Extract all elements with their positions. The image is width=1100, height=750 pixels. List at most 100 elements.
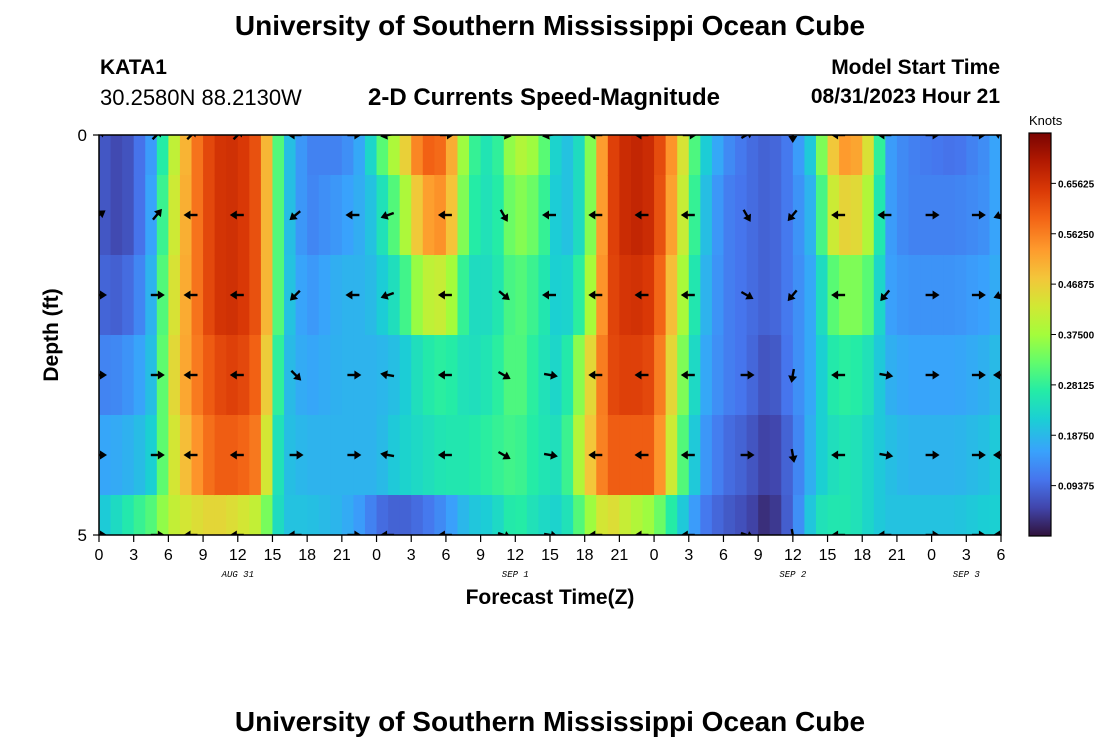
heatmap-cell (688, 255, 701, 336)
current-arrow (993, 530, 1001, 535)
heatmap-cell (781, 255, 794, 336)
heatmap-cell (538, 135, 551, 176)
heatmap-cell (122, 135, 135, 176)
heatmap-cell (931, 135, 944, 176)
heatmap-cell (758, 135, 771, 176)
heatmap-cell (920, 495, 933, 535)
heatmap-cell (746, 255, 759, 336)
heatmap-cell (665, 175, 678, 256)
heatmap-cell (873, 415, 886, 496)
current-arrow (498, 290, 510, 301)
current-arrow (229, 210, 244, 220)
current-arrow (380, 530, 395, 535)
heatmap-cell (364, 175, 378, 256)
current-arrow (437, 530, 452, 535)
x-tick-label: 18 (576, 547, 594, 564)
heatmap-cell (214, 495, 227, 535)
heatmap-cell (214, 135, 227, 176)
heatmap-cell (839, 335, 852, 416)
current-arrow (680, 290, 695, 300)
heatmap-cell (260, 335, 274, 416)
heatmap-cell (445, 495, 459, 535)
heatmap-cell (896, 415, 910, 496)
current-arrow (99, 370, 107, 380)
heatmap-cell (492, 335, 505, 416)
heatmap-cell (873, 135, 886, 176)
heatmap-cell (550, 175, 563, 256)
current-arrow (150, 450, 165, 460)
current-arrow (345, 290, 360, 300)
heatmap-cell (735, 495, 748, 535)
heatmap-cell (550, 255, 563, 336)
colorbar: 0.09375 0.18750 0.28125 0.37500 0.46875 0.562… (1028, 132, 1095, 537)
current-arrow (347, 135, 362, 140)
colorbar-tick-label: 0.65625 (1058, 179, 1095, 190)
heatmap-cell (700, 335, 713, 416)
current-arrow (345, 210, 360, 220)
current-arrow (790, 528, 795, 535)
heatmap-cell (422, 415, 435, 496)
heatmap-cell (665, 335, 678, 416)
heatmap-cell (573, 135, 586, 176)
heatmap-cell (804, 415, 817, 496)
heatmap-cell (573, 415, 586, 496)
heatmap-cell (260, 135, 274, 176)
heatmap-cell (237, 175, 250, 256)
heatmap-cell (665, 135, 678, 176)
current-arrow (877, 210, 892, 220)
heatmap-cell (943, 135, 956, 176)
heatmap-cell (330, 135, 343, 176)
heatmap-cell (191, 335, 204, 416)
heatmap-cell (99, 135, 112, 176)
current-arrow (543, 450, 558, 460)
heatmap-cell (249, 495, 262, 535)
current-arrow (437, 370, 452, 380)
heatmap-cell (480, 495, 493, 535)
heatmap-cell (457, 175, 470, 256)
heatmap-cell (677, 495, 690, 535)
heatmap-cell (677, 135, 690, 176)
heatmap-cell (700, 255, 713, 336)
x-tick-label: 15 (264, 547, 282, 564)
heatmap-cell (480, 255, 493, 336)
heatmap-cell (133, 335, 146, 416)
current-arrow (682, 135, 697, 140)
heatmap-cell (503, 495, 516, 535)
heatmap-cell (307, 175, 320, 256)
heatmap-cell (711, 335, 725, 416)
heatmap-cell (619, 175, 632, 256)
heatmap-cell (989, 495, 1001, 535)
heatmap-cell (515, 415, 528, 496)
heatmap-cell (769, 255, 782, 336)
heatmap-cell (307, 495, 320, 535)
heatmap-cell (272, 415, 285, 496)
heatmap-cell (769, 495, 782, 535)
heatmap-cell (469, 175, 482, 256)
heatmap-cell (422, 495, 435, 535)
heatmap-cell (654, 415, 667, 496)
heatmap-cell (642, 495, 655, 535)
heatmap-cell (839, 255, 852, 336)
y-tick-label: 0 (78, 126, 87, 145)
heatmap-cell (156, 175, 169, 256)
heatmap-cell (492, 415, 505, 496)
current-arrow (290, 369, 302, 381)
heatmap-cell (804, 255, 817, 336)
heatmap-cell (272, 495, 285, 535)
heatmap-cell (168, 415, 181, 496)
heatmap-cell (469, 135, 482, 176)
heatmap-cell (145, 495, 158, 535)
heatmap-cell (688, 335, 701, 416)
heatmap-cell (515, 175, 528, 256)
heatmap-cell (619, 255, 632, 336)
heatmap-cell (908, 135, 921, 176)
heatmap-cell (943, 255, 956, 336)
heatmap-cell (561, 415, 574, 496)
heatmap-cell (318, 175, 331, 256)
current-arrow (877, 135, 892, 140)
heatmap-cell (214, 255, 227, 336)
heatmap-cell (954, 335, 967, 416)
heatmap-cell (735, 175, 748, 256)
heatmap-cell (434, 135, 447, 176)
heatmap-cell (399, 135, 412, 176)
